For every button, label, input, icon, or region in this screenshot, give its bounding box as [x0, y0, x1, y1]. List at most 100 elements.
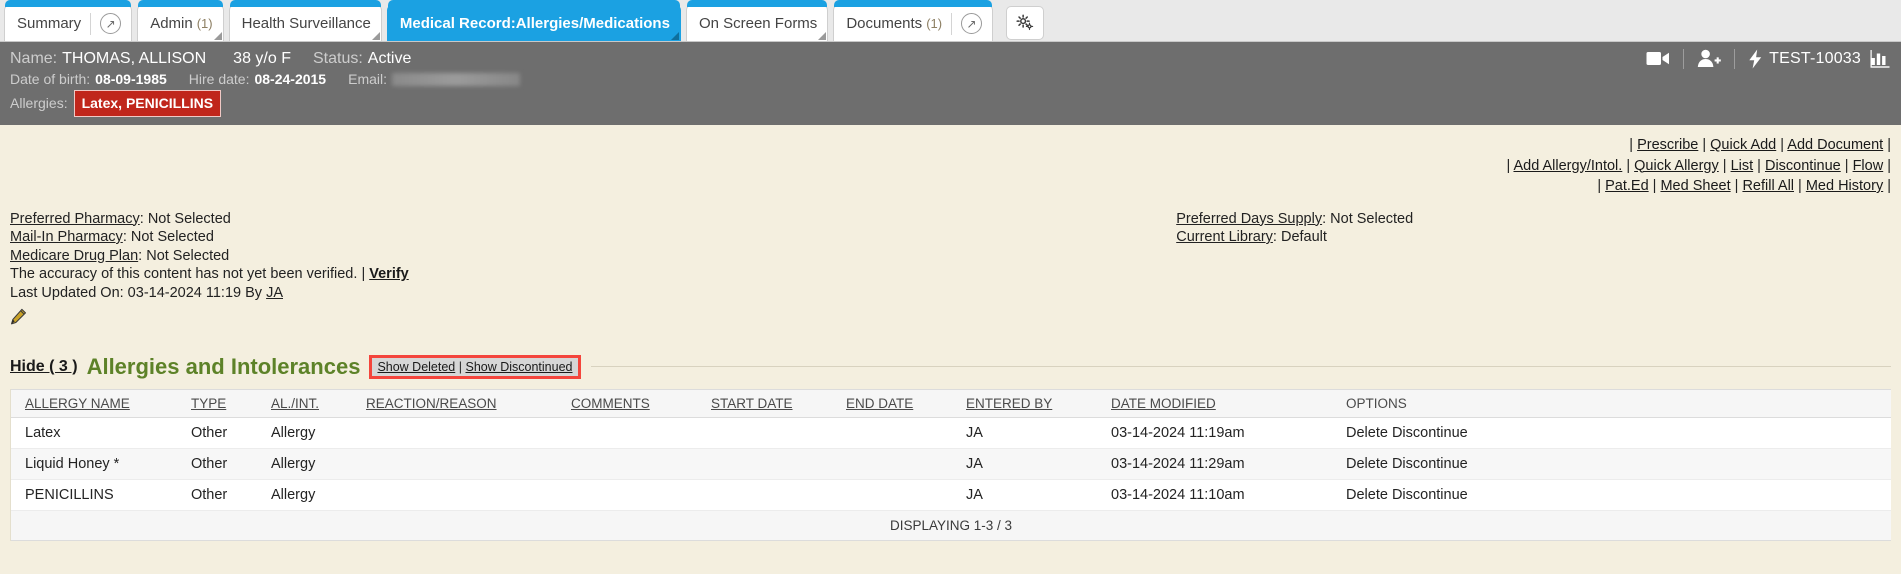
action-med-history[interactable]: Med History — [1805, 178, 1884, 194]
col-date-modified[interactable]: DATE MODIFIED — [1111, 388, 1346, 418]
action-links: | Prescribe | Quick Add | Add Document |… — [10, 125, 1891, 197]
cell-type: Other — [191, 417, 271, 449]
tab-medical-record-allergies-medications[interactable]: Medical Record:Allergies/Medications — [386, 0, 681, 41]
last-updated-by[interactable]: JA — [266, 284, 283, 301]
medicare-drug-plan-label[interactable]: Medicare Drug Plan — [10, 247, 139, 264]
mail-in-pharmacy-label[interactable]: Mail-In Pharmacy — [10, 229, 123, 245]
cell-name: Liquid Honey * — [11, 448, 191, 480]
settings-gear-button[interactable] — [1006, 6, 1045, 40]
row-options-cell: Delete Discontinue — [1346, 479, 1891, 511]
medicare-drug-plan-value: Not Selected — [146, 247, 230, 264]
table-row[interactable]: PENICILLINS Other Allergy JA 03-14-2024 11:1… — [11, 479, 1891, 511]
patient-header-row-identity: Name: THOMAS, ALLISON 38 y/o F Status: A… — [10, 48, 1891, 69]
action-links-row-3: | Pat.Ed | Med Sheet | Refill All | Med … — [1597, 178, 1891, 194]
bar-chart-icon[interactable] — [1870, 49, 1891, 68]
patient-hire-date-label: Hire date: — [188, 71, 250, 87]
cell-modified: 03-14-2024 11:10am — [1111, 479, 1346, 511]
displaying-count: DISPLAYING 1-3 / 3 — [11, 510, 1891, 541]
current-library-line: Current Library: Default — [1176, 229, 1327, 245]
col-entered-by[interactable]: ENTERED BY — [966, 388, 1111, 418]
add-user-icon[interactable] — [1697, 49, 1721, 68]
show-discontinued-link[interactable]: Show Discontinued — [465, 359, 573, 374]
tab-on-screen-forms[interactable]: On Screen Forms — [685, 0, 829, 41]
action-refill-all[interactable]: Refill All — [1742, 178, 1795, 194]
video-camera-icon[interactable] — [1646, 50, 1670, 67]
patient-dob-value: 08-09-1985 — [95, 71, 167, 87]
action-quick-add[interactable]: Quick Add — [1710, 137, 1777, 153]
last-updated-text: Last Updated On: 03-14-2024 11:19 By — [10, 284, 263, 301]
patient-dob-label: Date of birth: — [10, 71, 91, 87]
tab-documents[interactable]: Documents (1) ↗ — [833, 0, 994, 41]
col-comments[interactable]: COMMENTS — [571, 388, 711, 418]
allergies-table-foot: DISPLAYING 1-3 / 3 — [11, 510, 1891, 541]
action-med-sheet[interactable]: Med Sheet — [1660, 178, 1731, 194]
option-discontinue-button[interactable]: Discontinue — [1391, 424, 1468, 441]
col-options: OPTIONS — [1346, 388, 1891, 418]
cell-type: Other — [191, 448, 271, 480]
row-options-cell: Delete Discontinue — [1346, 448, 1891, 480]
show-deleted-link[interactable]: Show Deleted — [377, 359, 456, 374]
cell-alint: Allergy — [271, 417, 366, 449]
tab-health-surveillance[interactable]: Health Surveillance — [228, 0, 382, 41]
action-list[interactable]: List — [1730, 157, 1754, 174]
table-row[interactable]: Latex Other Allergy JA 03-14-2024 11:19am Del… — [11, 417, 1891, 449]
option-delete-button[interactable]: Delete — [1346, 486, 1388, 503]
patient-allergies-label: Allergies: — [10, 95, 68, 111]
action-add-document[interactable]: Add Document — [1787, 137, 1884, 153]
patient-allergies-badge: Latex, PENICILLINS — [73, 90, 222, 117]
edit-pencil-button[interactable] — [10, 308, 1176, 330]
col-al-int[interactable]: AL./INT. — [271, 388, 366, 418]
patient-name-label: Name: — [10, 50, 58, 67]
table-footer-row: DISPLAYING 1-3 / 3 — [11, 510, 1891, 541]
lightning-bolt-icon[interactable] — [1748, 49, 1763, 69]
option-discontinue-button[interactable]: Discontinue — [1391, 486, 1468, 503]
action-quick-allergy[interactable]: Quick Allergy — [1634, 157, 1719, 174]
patient-header-actions: TEST-10033 — [1646, 48, 1891, 69]
preferred-days-supply-label[interactable]: Preferred Days Supply — [1176, 210, 1323, 227]
col-allergy-name[interactable]: ALLERGY NAME — [11, 388, 191, 418]
pencil-icon — [10, 308, 27, 325]
patient-email-redacted — [392, 73, 521, 86]
medicare-drug-plan-line: Medicare Drug Plan: Not Selected — [10, 247, 230, 264]
tab-summary[interactable]: Summary ↗ — [4, 0, 133, 41]
patient-test-id: TEST-10033 — [1769, 50, 1861, 67]
allergies-table-head: ALLERGY NAME TYPE AL./INT. REACTION/REAS… — [11, 388, 1891, 418]
patient-hire-date-value: 08-24-2015 — [254, 71, 327, 87]
hide-allergies-toggle[interactable]: Hide ( 3 ) — [10, 357, 78, 375]
table-row[interactable]: Liquid Honey * Other Allergy JA 03-14-2024 1… — [11, 448, 1891, 480]
cell-reaction — [366, 417, 571, 449]
mail-in-pharmacy-line: Mail-In Pharmacy: Not Selected — [10, 229, 214, 245]
cell-modified: 03-14-2024 11:29am — [1111, 448, 1346, 480]
tab-dropdown-corner[interactable] — [371, 32, 380, 40]
external-link-icon[interactable]: ↗ — [961, 13, 983, 34]
col-type[interactable]: TYPE — [191, 388, 271, 418]
tab-dropdown-corner[interactable] — [818, 32, 827, 40]
col-end-date[interactable]: END DATE — [846, 388, 966, 418]
col-start-date[interactable]: START DATE — [711, 388, 846, 418]
action-prescribe[interactable]: Prescribe — [1637, 137, 1699, 153]
tab-dropdown-corner[interactable] — [670, 32, 679, 40]
allergies-table-wrap: ALLERGY NAME TYPE AL./INT. REACTION/REAS… — [10, 388, 1891, 541]
tab-admin[interactable]: Admin (1) — [137, 0, 224, 41]
verify-link[interactable]: Verify — [369, 266, 409, 282]
cell-modified: 03-14-2024 11:19am — [1111, 417, 1346, 449]
current-library-value: Default — [1280, 229, 1327, 245]
action-flow[interactable]: Flow — [1852, 157, 1884, 174]
col-reaction-reason[interactable]: REACTION/REASON — [366, 388, 571, 418]
option-discontinue-button[interactable]: Discontinue — [1391, 455, 1468, 472]
current-library-label[interactable]: Current Library — [1176, 229, 1273, 245]
tab-dropdown-corner[interactable] — [213, 32, 222, 40]
cell-entered-by: JA — [966, 479, 1111, 511]
tab-label: Medical Record:Allergies/Medications — [399, 15, 670, 32]
cell-comments — [571, 448, 711, 480]
action-add-allergy-intol[interactable]: Add Allergy/Intol. — [1513, 157, 1623, 174]
cell-comments — [571, 479, 711, 511]
option-delete-button[interactable]: Delete — [1346, 455, 1388, 472]
preferred-pharmacy-label[interactable]: Preferred Pharmacy — [10, 210, 140, 227]
last-updated-line: Last Updated On: 03-14-2024 11:19 By JA — [10, 285, 1176, 302]
option-delete-button[interactable]: Delete — [1346, 424, 1388, 441]
action-discontinue[interactable]: Discontinue — [1764, 157, 1841, 174]
cell-alint: Allergy — [271, 448, 366, 480]
action-pat-ed[interactable]: Pat.Ed — [1605, 178, 1649, 194]
external-link-icon[interactable]: ↗ — [100, 13, 122, 34]
